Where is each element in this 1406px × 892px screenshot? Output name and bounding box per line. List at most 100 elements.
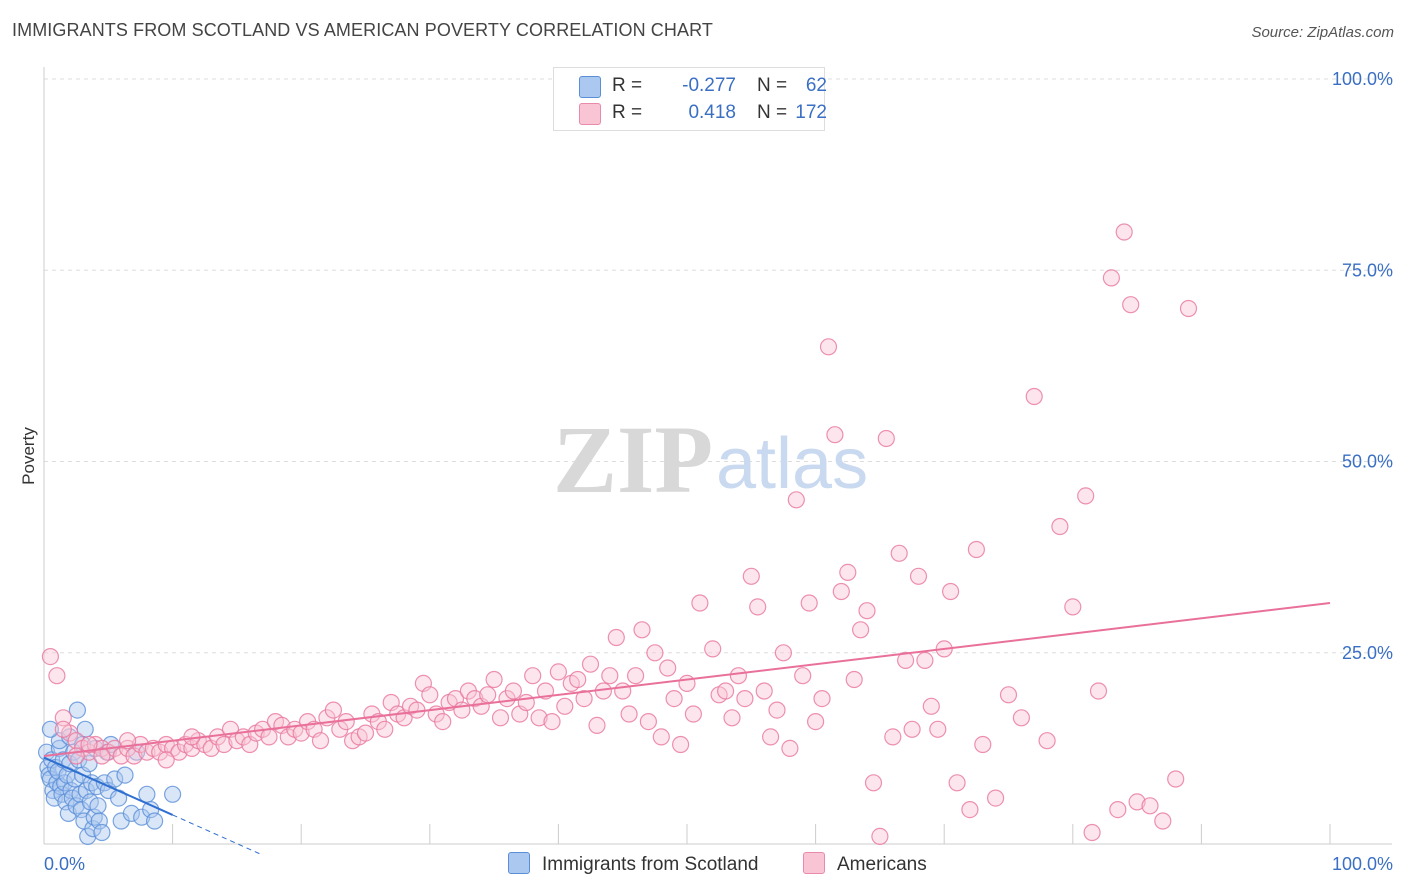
americans-point (800, 594, 818, 612)
scotland-point (122, 804, 140, 823)
americans-point (260, 728, 278, 746)
americans-point (858, 602, 876, 620)
y-tick-label: 25.0% (1342, 643, 1393, 663)
bottom-legend-americans[interactable]: Americans (803, 852, 927, 876)
americans-point (819, 338, 838, 356)
chart-title: IMMIGRANTS FROM SCOTLAND VS AMERICAN POV… (12, 20, 713, 40)
americans-point (54, 720, 72, 738)
americans-point (941, 582, 960, 601)
americans-point (581, 655, 600, 673)
bottom-legend-scotland[interactable]: Immigrants from Scotland (508, 852, 758, 876)
bottom-legend-label-americans: Americans (837, 854, 927, 875)
americans-point (678, 674, 696, 693)
americans-point (588, 716, 606, 735)
series-americans-points (41, 223, 1198, 846)
americans-point (1038, 732, 1056, 750)
americans-point (1167, 770, 1185, 788)
americans-point (864, 774, 883, 792)
trend-lines (43, 602, 1331, 856)
americans-point (826, 426, 844, 444)
correlation-legend: R = -0.277 N = 62 R = 0.418 N = 172 (553, 67, 827, 131)
americans-point (832, 582, 850, 601)
y-tick-labels: 100.0% 75.0% 50.0% 25.0% (1332, 69, 1393, 663)
y-axis-label: Poverty (19, 427, 38, 485)
americans-point (504, 682, 523, 700)
americans-point (948, 774, 966, 792)
y-tick-label: 75.0% (1342, 260, 1393, 280)
americans-point (453, 701, 471, 719)
americans-point (871, 827, 889, 846)
watermark-zip: ZIP (553, 406, 713, 513)
americans-point (909, 567, 928, 585)
legend-swatch-scotland (579, 76, 601, 98)
americans-point (716, 682, 735, 700)
americans-point (1141, 797, 1159, 815)
americans-point (967, 540, 986, 559)
bottom-legend-label-scotland: Immigrants from Scotland (542, 854, 759, 875)
americans-point (1115, 223, 1133, 241)
americans-point (601, 667, 619, 685)
americans-point (781, 739, 799, 758)
americans-point (491, 709, 510, 727)
americans-point (1179, 299, 1198, 318)
scotland-point (164, 785, 182, 803)
americans-point (324, 701, 342, 719)
americans-point (626, 667, 645, 685)
x-tick-labels: 0.0% 100.0% (44, 854, 1393, 874)
americans-point (1077, 487, 1095, 505)
x-tick-label: 0.0% (44, 854, 85, 874)
legend-r-value: 0.418 (688, 102, 736, 123)
scotland-point (41, 720, 60, 738)
americans-point (434, 712, 452, 731)
americans-point (517, 693, 535, 712)
americans-point (652, 728, 670, 746)
legend-r-label: R = (612, 102, 643, 123)
americans-point (479, 686, 497, 704)
americans-point (639, 712, 658, 731)
americans-point (556, 697, 574, 715)
watermark-atlas: atlas (716, 424, 868, 504)
americans-point (80, 735, 98, 754)
americans-point (607, 628, 625, 647)
watermark: ZIP atlas (553, 406, 868, 513)
americans-point (215, 735, 233, 754)
americans-point (157, 751, 175, 769)
americans-point (376, 720, 394, 738)
americans-point (311, 732, 330, 750)
trend-line-americans (43, 602, 1331, 758)
americans-point (691, 594, 709, 612)
americans-point (704, 640, 722, 658)
americans-point (1012, 709, 1031, 727)
legend-n-value: 62 (805, 75, 827, 96)
americans-point (1109, 800, 1127, 819)
legend-n-value: 172 (795, 102, 827, 123)
americans-point (620, 705, 638, 723)
legend-n-label: N = (757, 102, 788, 123)
americans-point (922, 697, 940, 715)
americans-point (813, 689, 831, 708)
americans-point (1083, 823, 1101, 842)
americans-point (93, 747, 111, 765)
americans-point (916, 651, 934, 670)
americans-point (1051, 517, 1069, 536)
americans-point (961, 800, 979, 819)
americans-point (903, 720, 921, 738)
source-label: Source: ZipAtlas.com (1251, 24, 1394, 41)
americans-point (1064, 598, 1082, 616)
americans-point (736, 689, 754, 708)
legend-r-label: R = (612, 75, 643, 96)
americans-point (884, 728, 902, 746)
americans-point (671, 735, 690, 754)
americans-point (986, 789, 1005, 807)
y-tick-label: 100.0% (1332, 69, 1393, 89)
americans-point (356, 724, 375, 742)
americans-point (1122, 296, 1140, 314)
americans-point (1102, 269, 1121, 287)
americans-point (485, 670, 503, 689)
scotland-point (68, 701, 87, 719)
americans-point (742, 567, 760, 585)
americans-point (755, 682, 773, 700)
americans-point (1025, 387, 1043, 406)
legend-n-label: N = (757, 75, 788, 96)
